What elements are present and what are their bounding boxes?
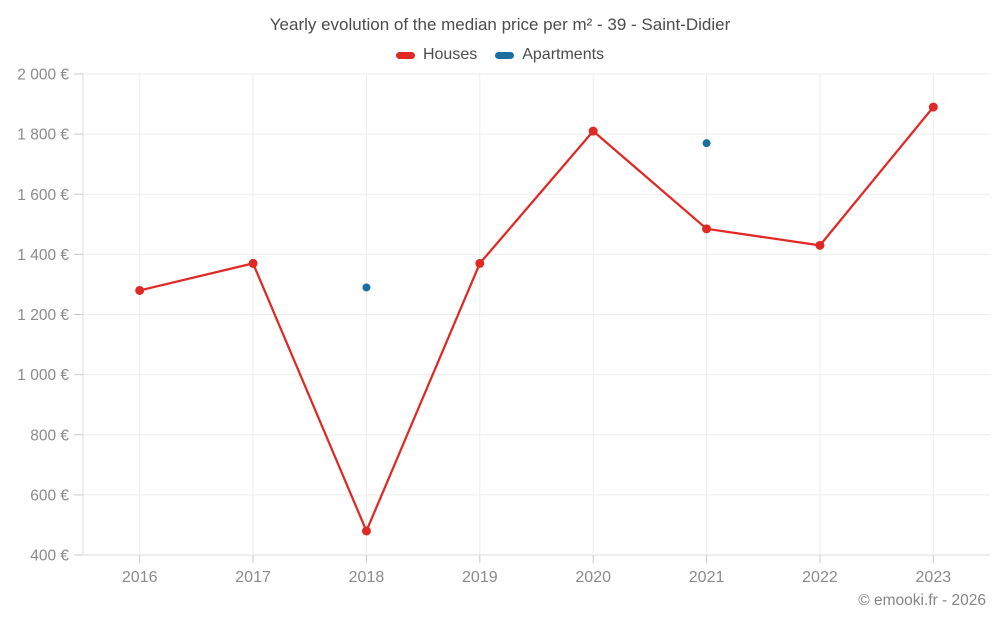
data-point-houses-2022[interactable] (815, 240, 825, 250)
data-point-houses-2019[interactable] (475, 258, 485, 268)
legend-label-apartments: Apartments (522, 46, 605, 63)
data-point-houses-2016[interactable] (135, 285, 145, 295)
y-tick-label: 800 € (30, 427, 69, 444)
x-tick-label: 2021 (689, 569, 725, 586)
legend: Houses Apartments (0, 46, 1000, 64)
y-tick-label: 600 € (30, 487, 69, 504)
y-tick-label: 400 € (30, 548, 69, 565)
legend-item-houses[interactable]: Houses (395, 46, 478, 64)
x-tick-label: 2022 (802, 569, 838, 586)
data-point-apartments-2021[interactable] (702, 139, 711, 148)
data-point-apartments-2018[interactable] (362, 283, 371, 292)
legend-item-apartments[interactable]: Apartments (495, 46, 604, 64)
y-tick-label: 1 000 € (17, 367, 69, 384)
data-point-houses-2018[interactable] (361, 526, 371, 536)
legend-label-houses: Houses (422, 46, 478, 63)
x-tick-label: 2020 (575, 569, 611, 586)
x-tick-label: 2017 (235, 569, 271, 586)
chart-title: Yearly evolution of the median price per… (269, 15, 731, 34)
x-tick-label: 2018 (349, 569, 385, 586)
y-tick-label: 1 800 € (17, 127, 69, 144)
y-tick-label: 1 200 € (17, 307, 69, 324)
y-tick-label: 2 000 € (17, 67, 69, 84)
x-tick-label: 2023 (916, 569, 952, 586)
x-tick-label: 2019 (462, 569, 498, 586)
houses-swatch-icon (395, 51, 415, 59)
x-tick-label: 2016 (122, 569, 158, 586)
footer-credit: © emooki.fr - 2026 (858, 592, 986, 609)
series-line-houses (138, 105, 935, 533)
data-point-houses-2021[interactable] (702, 224, 712, 234)
y-tick-label: 1 600 € (17, 187, 69, 204)
data-point-houses-2017[interactable] (248, 258, 258, 268)
data-point-houses-2020[interactable] (588, 126, 598, 136)
data-point-houses-2023[interactable] (928, 102, 938, 112)
y-tick-label: 1 400 € (17, 247, 69, 264)
apartments-swatch-icon (495, 51, 515, 59)
